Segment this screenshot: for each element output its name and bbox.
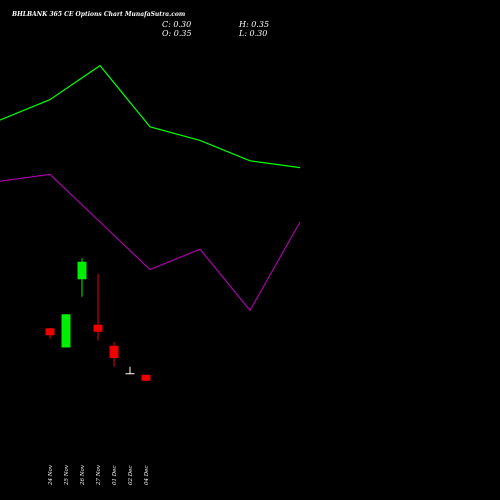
high-value: H: 0.35 xyxy=(238,20,269,29)
close-value: C: 0.30 xyxy=(162,20,191,29)
x-tick-label: 26 Nov xyxy=(80,464,86,486)
candle-body xyxy=(61,314,71,348)
x-tick-label: 24 Nov xyxy=(48,464,54,486)
x-tick-label: 04 Dec xyxy=(144,466,150,486)
low-value: L: 0.30 xyxy=(238,29,267,38)
x-tick-label: 25 Nov xyxy=(64,464,70,486)
indicator-lines xyxy=(0,64,301,312)
upper-indicator-line xyxy=(0,64,301,169)
candle-body xyxy=(141,374,151,381)
x-tick-label: 27 Nov xyxy=(96,464,102,486)
candle-body xyxy=(93,324,103,332)
candle-body xyxy=(109,345,119,358)
lower-indicator-line xyxy=(0,173,301,312)
candle-body xyxy=(45,328,55,336)
chart-title: BHLBANK 365 CE Options Chart MunafaSutra… xyxy=(11,11,185,18)
candles xyxy=(45,258,151,381)
x-tick-label: 02 Dec xyxy=(128,466,134,486)
open-value: O: 0.35 xyxy=(162,29,192,38)
candle-body xyxy=(77,261,87,280)
x-axis-labels: 24 Nov 25 Nov 26 Nov 27 Nov 01 Dec 02 Dec 04 D… xyxy=(48,464,150,486)
x-tick-label: 01 Dec xyxy=(112,466,118,486)
